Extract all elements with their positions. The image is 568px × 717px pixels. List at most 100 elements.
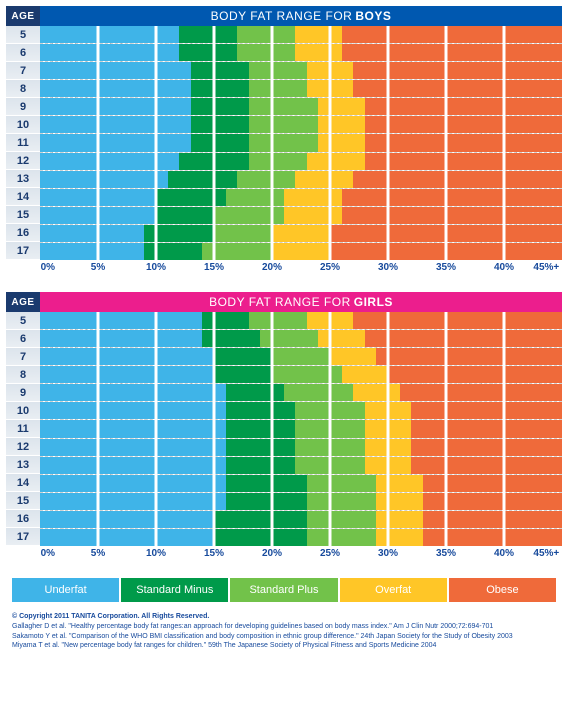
segment: [179, 153, 249, 170]
data-row: [40, 475, 562, 493]
data-row: [40, 243, 562, 260]
segment: [40, 153, 179, 170]
age-cell: 11: [6, 420, 40, 438]
age-cell: 5: [6, 312, 40, 330]
segment: [307, 529, 377, 546]
segment: [144, 243, 202, 260]
segment: [214, 529, 307, 546]
segment: [214, 207, 284, 224]
data-row: [40, 348, 562, 366]
data-row: [40, 80, 562, 98]
age-cell: 8: [6, 366, 40, 384]
segment: [249, 134, 319, 151]
segment: [214, 511, 307, 528]
segment: [284, 189, 342, 206]
data-row: [40, 312, 562, 330]
segment: [365, 439, 411, 456]
segment: [226, 439, 296, 456]
segment: [226, 493, 307, 510]
segment: [411, 457, 562, 474]
segment: [40, 493, 226, 510]
title-prefix: BODY FAT RANGE FOR: [209, 295, 351, 309]
segment: [307, 80, 353, 97]
segment: [307, 312, 353, 329]
x-tick: 20%: [262, 548, 282, 559]
age-cell: 15: [6, 206, 40, 224]
data-row: [40, 171, 562, 189]
segment: [191, 98, 249, 115]
segment: [144, 225, 214, 242]
segment: [249, 62, 307, 79]
boys-chart: AGEBODY FAT RANGE FORBOYS567891011121314…: [6, 6, 562, 278]
age-cell: 14: [6, 474, 40, 492]
segment: [365, 153, 562, 170]
segment: [272, 348, 330, 365]
x-tick: 25%: [320, 548, 340, 559]
age-cell: 15: [6, 492, 40, 510]
segment: [214, 348, 272, 365]
segment: [40, 189, 156, 206]
segment: [156, 189, 226, 206]
segment: [284, 207, 342, 224]
segment: [40, 44, 179, 61]
segment: [400, 384, 562, 401]
data-row: [40, 225, 562, 243]
segment: [40, 312, 202, 329]
segment: [40, 529, 214, 546]
segment: [295, 44, 341, 61]
footnote-line: Miyama T et al. "New percentage body fat…: [12, 641, 556, 650]
segment: [365, 116, 562, 133]
segment: [272, 243, 330, 260]
data-row: [40, 330, 562, 348]
segment: [179, 44, 237, 61]
segment: [295, 26, 341, 43]
age-cell: 9: [6, 384, 40, 402]
x-tick: 10%: [146, 262, 166, 273]
segment: [330, 225, 562, 242]
x-tick: 35%: [436, 548, 456, 559]
segment: [40, 80, 191, 97]
segment: [40, 511, 214, 528]
segment: [226, 402, 296, 419]
x-tick: 45%+: [533, 548, 559, 559]
segment: [226, 420, 296, 437]
segment: [249, 80, 307, 97]
segment: [249, 98, 319, 115]
segment: [330, 243, 562, 260]
segment: [411, 420, 562, 437]
segment: [40, 348, 214, 365]
age-cell: 12: [6, 438, 40, 456]
x-tick: 5%: [91, 548, 105, 559]
segment: [40, 366, 214, 383]
age-cell: 5: [6, 26, 40, 44]
segment: [365, 98, 562, 115]
segment: [272, 225, 330, 242]
segment: [40, 62, 191, 79]
data-row: [40, 529, 562, 546]
segment: [40, 475, 226, 492]
segment: [411, 439, 562, 456]
title-bold: GIRLS: [354, 295, 393, 309]
data-row: [40, 189, 562, 207]
segment: [40, 439, 226, 456]
segment: [191, 134, 249, 151]
segment: [307, 475, 377, 492]
segment: [307, 153, 365, 170]
segment: [237, 26, 295, 43]
segment: [40, 402, 226, 419]
segment: [202, 243, 272, 260]
data-row: [40, 511, 562, 529]
segment: [40, 134, 191, 151]
segment: [376, 348, 562, 365]
title-bold: BOYS: [355, 9, 391, 23]
segment: [365, 420, 411, 437]
segment: [156, 207, 214, 224]
legend-item: Standard Minus: [121, 578, 228, 602]
segment: [365, 457, 411, 474]
segment: [353, 384, 399, 401]
data-row: [40, 207, 562, 225]
segment: [342, 26, 562, 43]
legend: UnderfatStandard MinusStandard PlusOverf…: [12, 578, 556, 602]
age-cell: 7: [6, 348, 40, 366]
segment: [295, 402, 365, 419]
